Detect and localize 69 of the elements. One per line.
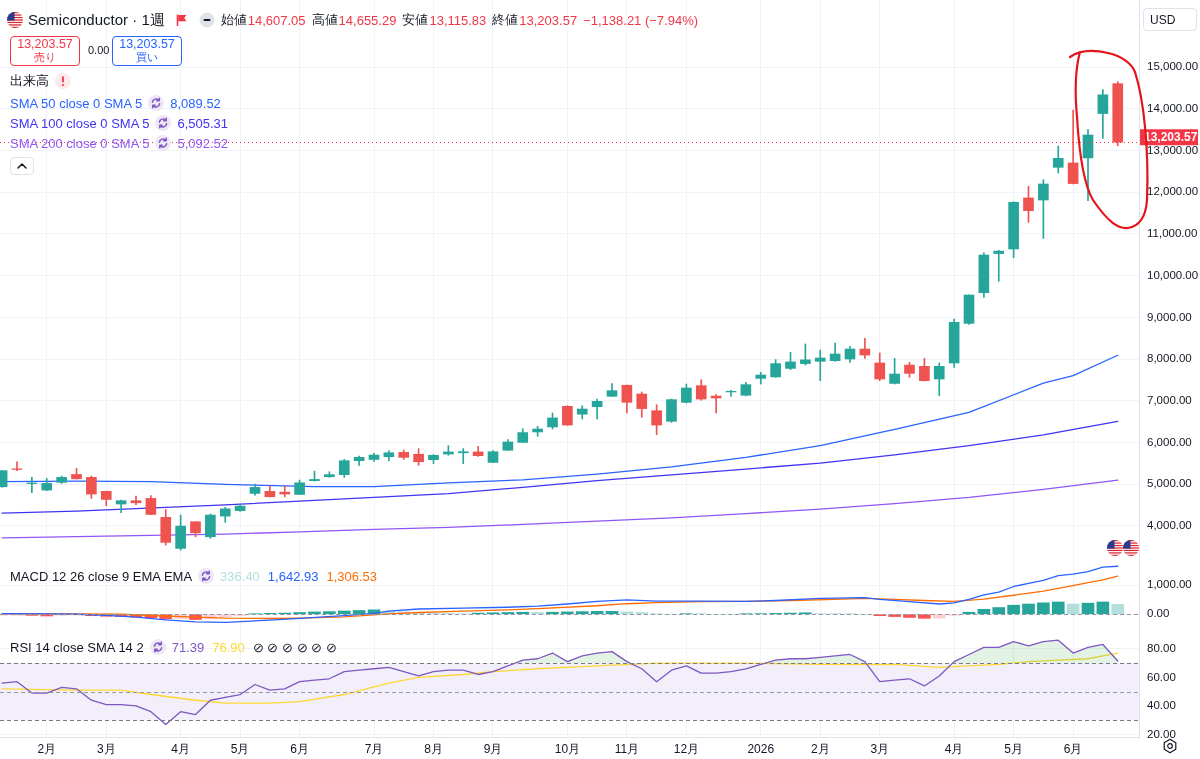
x-tick-label: 4月 — [171, 741, 190, 756]
y-tick-label: 4,000.00 — [1147, 518, 1192, 531]
text: SMA 200 close 0 SMA 5 — [10, 135, 150, 151]
annotation: 安値 — [402, 11, 429, 29]
annotation: 始値 — [220, 11, 247, 29]
x-tick-label: 7月 — [364, 741, 384, 756]
y-tick-label: 7,000.00 — [1147, 393, 1192, 406]
y-tick-label: 8,000.00 — [1147, 352, 1192, 365]
annotation: 0.00 — [88, 44, 110, 56]
annotation: 5,092.52 — [177, 135, 229, 151]
annotation: 336.40 — [220, 568, 260, 584]
annotation: 13,203.57 — [519, 12, 578, 28]
x-tick-label: 3月 — [96, 741, 116, 756]
x-tick-label: 2026 — [747, 741, 775, 756]
annotation: 高値 — [311, 11, 338, 29]
y-tick-label: 0.00 — [1147, 607, 1170, 620]
annotation: 13,203.57 — [119, 37, 175, 51]
x-tick-label: 5月 — [1004, 741, 1023, 756]
x-tick-label: 11月 — [614, 741, 640, 756]
y-tick-label: 80.00 — [1147, 641, 1176, 654]
y-tick-label: 10,000.00 — [1147, 268, 1199, 281]
annotation: 14,607.05 — [247, 12, 306, 28]
x-tick-label: 10月 — [554, 741, 581, 756]
annotation: 1,642.93 — [267, 568, 319, 584]
x-tick-label: 3月 — [870, 741, 890, 756]
y-tick-label: 40.00 — [1147, 699, 1176, 712]
text: SMA 50 close 0 SMA 5 — [10, 95, 143, 111]
y-tick-label: 11,000.00 — [1147, 227, 1198, 240]
x-tick-label: 2月 — [810, 741, 830, 756]
y-tick-label: 20.00 — [1147, 727, 1176, 740]
annotation: 13,203.57 — [17, 37, 73, 51]
text: MACD 12 26 close 9 EMA EMA — [10, 568, 193, 584]
y-tick-label: 5,000.00 — [1147, 477, 1192, 490]
x-tick-label: 6月 — [290, 741, 309, 756]
text: RSI 14 close SMA 14 2 — [10, 639, 144, 655]
annotation: 売り — [34, 51, 56, 64]
annotation: 出来高 — [10, 72, 49, 90]
y-tick-label: 6,000.00 — [1147, 435, 1192, 448]
y-tick-label: 60.00 — [1147, 670, 1176, 683]
annotation: 買い — [136, 51, 158, 64]
annotation: 終値 — [492, 11, 519, 29]
annotation: 71.39 — [171, 639, 205, 655]
ref-line-label: 13,203.57 — [1144, 129, 1198, 144]
annotation: 8,089.52 — [170, 95, 221, 111]
annotation: 1,306.53 — [326, 568, 378, 584]
x-tick-label: 4月 — [944, 741, 964, 756]
x-tick-label: 8月 — [424, 741, 443, 756]
x-tick-label: 6月 — [1063, 741, 1083, 756]
text: SMA 100 close 0 SMA 5 — [10, 115, 150, 131]
x-tick-label: 9月 — [483, 741, 503, 756]
annotation: 13,115.83 — [429, 12, 487, 28]
x-tick-label: 5月 — [230, 741, 250, 756]
annotation: 76.90 — [212, 639, 245, 655]
y-tick-label: 14,000.00 — [1147, 102, 1199, 115]
buy-button: 13,203.57 買い — [112, 36, 182, 66]
x-tick-label: 2月 — [37, 741, 57, 756]
annotation: ⊘ ⊘ ⊘ ⊘ ⊘ ⊘ — [252, 639, 337, 655]
text: Semiconductor · 1週 — [28, 10, 165, 30]
sell-button: 13,203.57 売り — [10, 36, 80, 66]
currency-selector: USD — [1143, 8, 1197, 31]
y-tick-label: 12,000.00 — [1147, 185, 1199, 198]
y-tick-label: 13,000.00 — [1147, 143, 1199, 156]
y-tick-label: 9,000.00 — [1147, 310, 1192, 323]
annotation: 14,655.29 — [338, 12, 397, 28]
x-tick-label: 12月 — [673, 741, 700, 756]
y-tick-label: 1,000.00 — [1147, 578, 1192, 591]
annotation: −1,138.21 (−7.94%) — [583, 12, 699, 28]
annotation: 6,505.31 — [177, 115, 229, 131]
y-tick-label: 15,000.00 — [1147, 60, 1199, 73]
